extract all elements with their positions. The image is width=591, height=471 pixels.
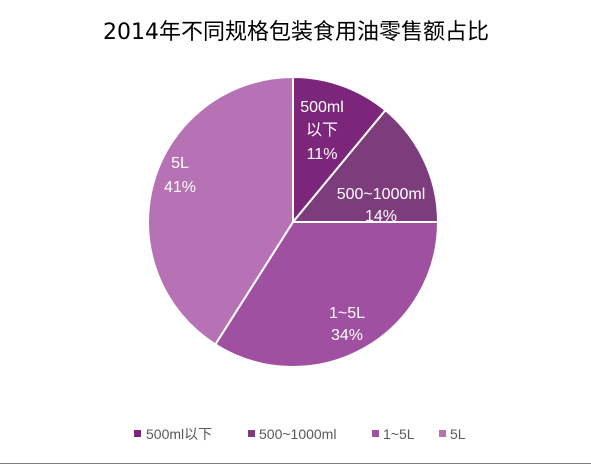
slice-label-category-line: 500ml [300, 99, 344, 116]
slice-label-value: 11% [307, 146, 338, 163]
slice-label-500ml-below: 500ml 以下 11% [300, 99, 344, 163]
legend-item-1-5l: 1~5L [372, 426, 415, 442]
legend: 500ml以下 500~1000ml 1~5L 5L [134, 426, 466, 442]
pie-slices [147, 76, 439, 368]
slice-label-category-line: 1~5L [329, 305, 365, 322]
slice-label-value: 41% [164, 179, 196, 196]
legend-label: 500~1000ml [259, 426, 336, 442]
slice-label-5l: 5L 41% [164, 155, 196, 196]
slice-label-500-1000ml: 500~1000ml 14% [337, 186, 426, 225]
legend-label: 1~5L [383, 426, 415, 442]
legend-item-5l: 5L [439, 426, 466, 442]
slice-label-category-line: 500~1000ml [337, 186, 426, 203]
slice-label-category-line: 以下 [306, 122, 338, 139]
legend-swatch [248, 430, 255, 437]
legend-label: 500ml以下 [146, 426, 212, 442]
chart-title: 2014年不同规格包装食用油零售额占比 [103, 20, 489, 45]
pie-slice-500-1000ml [292, 109, 439, 223]
pie-slice-5l [147, 76, 294, 346]
pie-slice-500ml-below [292, 76, 387, 223]
legend-item-500-1000ml: 500~1000ml [248, 426, 336, 442]
slice-labels: 500ml 以下 11% 500~1000ml 14% 1~5L 34% 5L … [164, 99, 425, 344]
slice-label-1-5l: 1~5L 34% [329, 305, 365, 344]
slice-label-category-line: 5L [171, 155, 189, 172]
legend-swatch [439, 430, 446, 437]
legend-swatch [134, 430, 141, 437]
slice-label-value: 14% [365, 208, 397, 225]
legend-swatch [372, 430, 379, 437]
slice-label-value: 34% [331, 327, 363, 344]
legend-item-500ml-below: 500ml以下 [134, 426, 212, 442]
legend-label: 5L [450, 426, 466, 442]
